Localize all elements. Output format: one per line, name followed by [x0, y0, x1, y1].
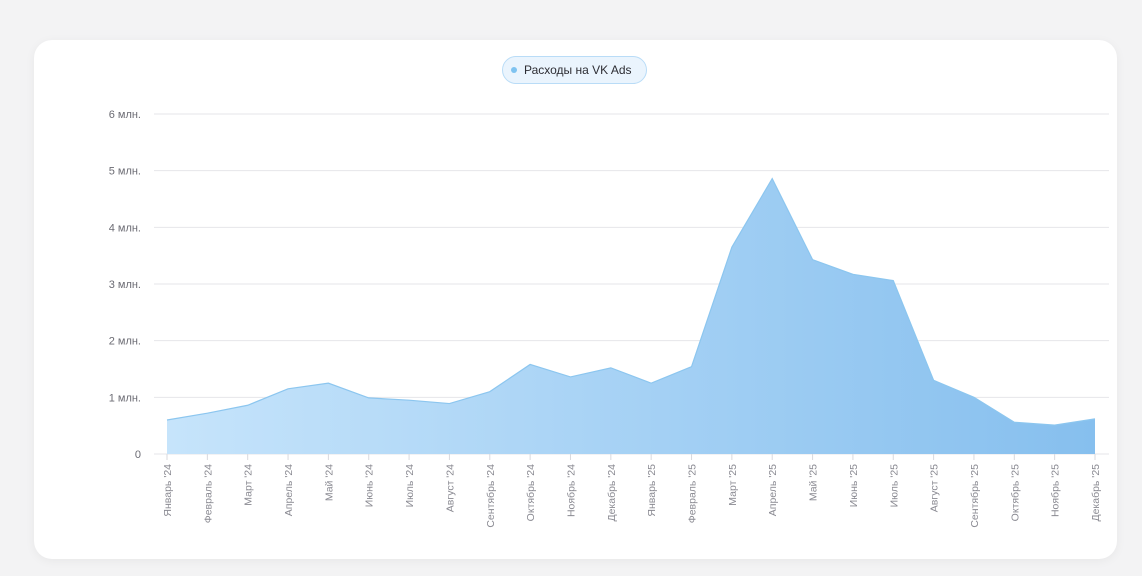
- x-tick-label: Октябрь '24: [525, 464, 537, 521]
- x-tick-label: Декабрь '25: [1090, 464, 1102, 522]
- x-tick-label: Июль '25: [888, 464, 900, 508]
- y-tick-label: 2 млн.: [109, 336, 141, 348]
- x-tick-label: Ноябрь '25: [1050, 464, 1062, 517]
- x-tick-label: Июнь '25: [848, 464, 860, 507]
- series-area[interactable]: [167, 178, 1095, 454]
- y-tick-label: 6 млн.: [109, 109, 141, 121]
- x-tick-label: Май '24: [323, 464, 335, 501]
- x-tick-label: Июнь '24: [364, 464, 376, 507]
- legend-dot-icon: [511, 67, 517, 73]
- x-tick-label: Август '25: [929, 464, 941, 512]
- x-tick-label: Декабрь '24: [606, 464, 618, 522]
- y-tick-label: 5 млн.: [109, 166, 141, 178]
- x-tick-label: Февраль '25: [687, 464, 699, 523]
- x-tick-label: Сентябрь '24: [485, 464, 497, 528]
- legend-label: Расходы на VK Ads: [524, 63, 632, 77]
- legend-item[interactable]: Расходы на VK Ads: [502, 56, 647, 84]
- x-tick-label: Ноябрь '24: [565, 464, 577, 517]
- series-line: [166, 177, 1096, 426]
- y-tick-label: 3 млн.: [109, 279, 141, 291]
- x-tick-label: Май '25: [808, 464, 820, 501]
- x-tick-label: Февраль '24: [202, 464, 214, 523]
- x-tick-label: Апрель '25: [767, 464, 779, 516]
- x-tick-label: Апрель '24: [283, 464, 295, 516]
- x-tick-label: Март '25: [727, 464, 739, 506]
- x-tick-label: Июль '24: [404, 464, 416, 508]
- x-tick-label: Октябрь '25: [1009, 464, 1021, 521]
- chart-card: Расходы на VK Ads 0 1 млн. 2 млн. 3 млн. 4 м…: [34, 40, 1117, 559]
- x-tick-label: Январь '25: [646, 464, 658, 517]
- x-tick-label: Август '24: [444, 464, 456, 512]
- x-tick-label: Март '24: [243, 464, 255, 506]
- y-tick-label: 0: [135, 449, 141, 461]
- y-tick-label: 1 млн.: [109, 392, 141, 404]
- area-chart: 0 1 млн. 2 млн. 3 млн. 4 млн. 5 млн. 6 млн. Янв…: [109, 109, 1109, 528]
- y-tick-label: 4 млн.: [109, 222, 141, 234]
- x-tick-label: Январь '24: [162, 464, 174, 517]
- x-tick-label: Сентябрь '25: [969, 464, 981, 528]
